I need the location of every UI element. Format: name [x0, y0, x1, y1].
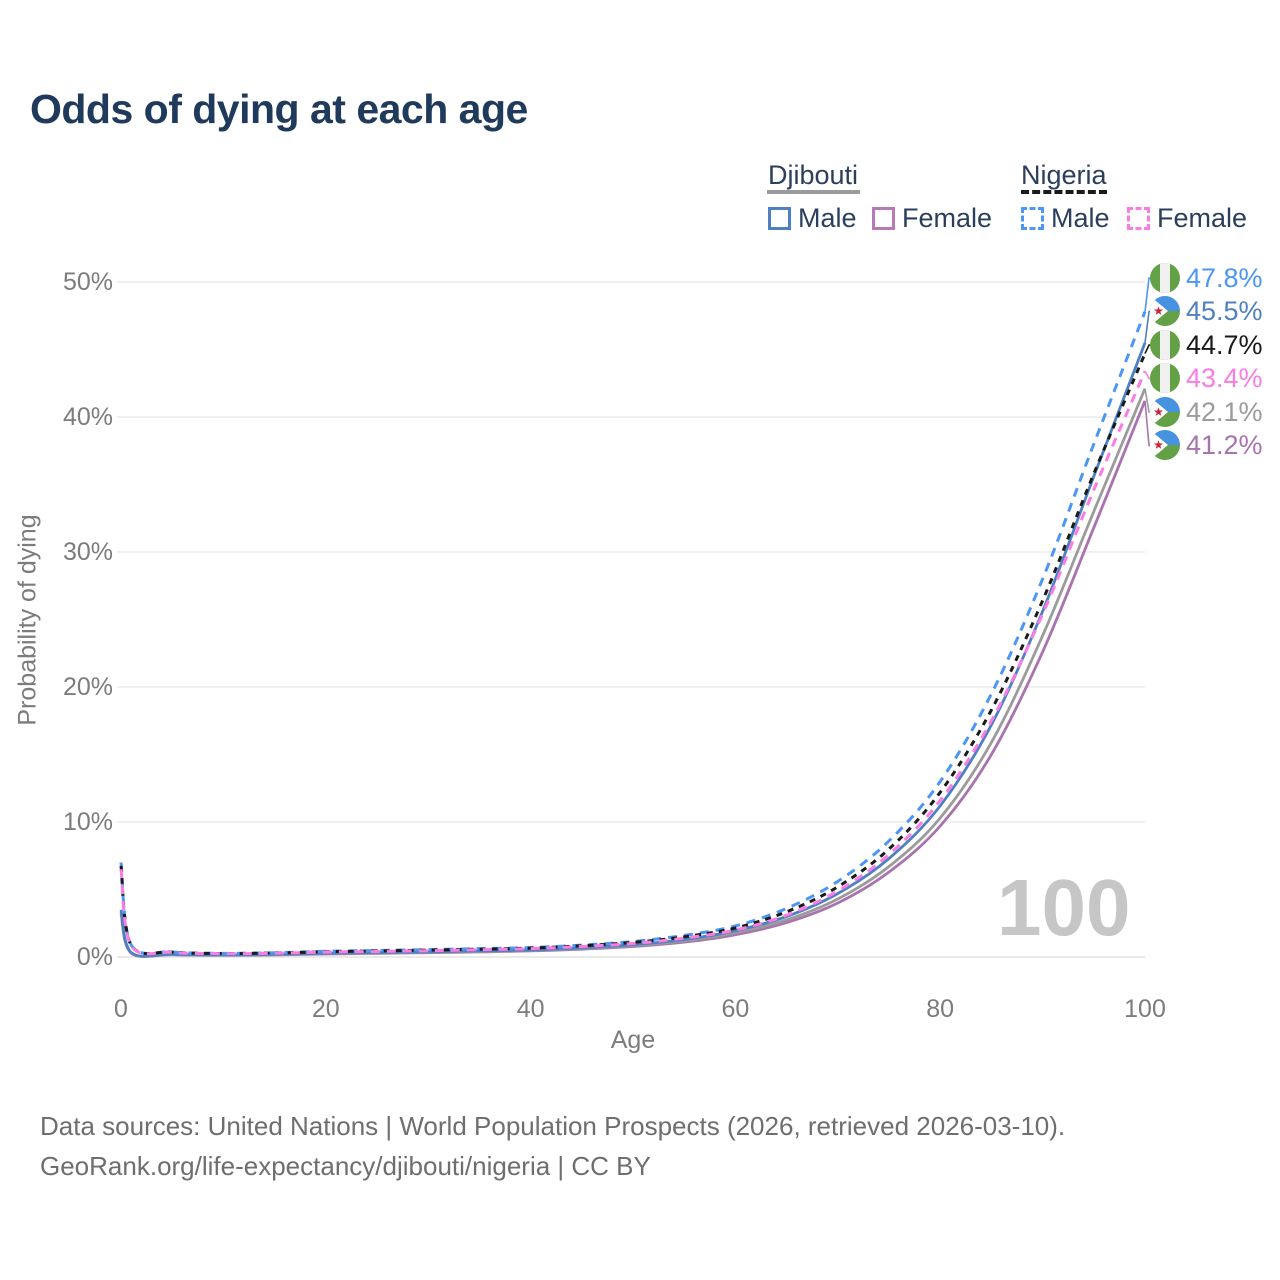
- legend-underline-djibouti: [767, 190, 860, 194]
- x-tick-60: 60: [721, 995, 750, 1023]
- y-axis-title: Probability of dying: [13, 514, 42, 726]
- series-line-nigeria-both-sexes[interactable]: [119, 352, 1147, 956]
- x-tick-0: 0: [114, 995, 128, 1023]
- djibouti-flag-icon: [1150, 397, 1180, 427]
- end-value: 45.5%: [1186, 295, 1263, 326]
- legend-group-djibouti: Djibouti: [768, 160, 859, 190]
- x-tick-100: 100: [1124, 995, 1166, 1023]
- legend-item-nigeria-female[interactable]: Female: [1127, 203, 1247, 233]
- x-tick-20: 20: [311, 995, 340, 1023]
- footer-line1: Data sources: United Nations | World Pop…: [40, 1111, 1066, 1141]
- legend-group-nigeria: Nigeria: [1021, 160, 1107, 190]
- end-label-djibouti-male: 45.5%: [1150, 296, 1263, 326]
- y-tick-40: 40%: [62, 403, 113, 431]
- end-value: 43.4%: [1186, 362, 1263, 393]
- end-value: 42.1%: [1186, 396, 1263, 427]
- djibouti-flag-icon: [1150, 430, 1180, 460]
- end-label-djibouti-both: 42.1%: [1150, 397, 1263, 427]
- age-watermark: 100: [997, 863, 1131, 952]
- data-source-note: Data sources: United Nations | World Pop…: [40, 1106, 1065, 1186]
- x-axis-title: Age: [610, 1026, 656, 1054]
- nigeria-female-swatch-icon: [1127, 206, 1150, 230]
- series-line-djibouti-both-sexes[interactable]: [119, 388, 1147, 958]
- x-tick-40: 40: [516, 995, 545, 1023]
- end-value: 41.2%: [1186, 429, 1263, 460]
- y-tick-10: 10%: [62, 808, 113, 836]
- y-tick-0: 0%: [76, 943, 113, 971]
- series-line-nigeria-female[interactable]: [119, 370, 1147, 956]
- end-value: 44.7%: [1186, 329, 1263, 360]
- series-line-nigeria-male[interactable]: [119, 311, 1147, 955]
- end-label-nigeria-male: 47.8%: [1150, 263, 1263, 293]
- legend-label: Female: [1157, 202, 1248, 233]
- series-line-djibouti-female[interactable]: [119, 400, 1147, 958]
- legend-underline-nigeria: [1021, 190, 1107, 194]
- y-tick-30: 30%: [62, 538, 113, 566]
- end-label-nigeria-both: 44.7%: [1150, 330, 1263, 360]
- end-label-nigeria-female: 43.4%: [1150, 363, 1263, 393]
- legend-label: Male: [798, 202, 857, 233]
- djibouti-flag-icon: [1150, 296, 1180, 326]
- nigeria-flag-icon: [1150, 330, 1180, 360]
- legend-item-djibouti-female[interactable]: Female: [872, 203, 992, 233]
- y-tick-50: 50%: [62, 268, 113, 296]
- nigeria-male-swatch-icon: [1021, 206, 1044, 230]
- y-tick-20: 20%: [62, 673, 113, 701]
- djibouti-male-swatch-icon: [768, 206, 791, 230]
- nigeria-flag-icon: [1150, 363, 1180, 393]
- end-value: 47.8%: [1186, 262, 1263, 293]
- series-line-djibouti-male[interactable]: [119, 342, 1147, 958]
- end-label-djibouti-female: 41.2%: [1150, 430, 1263, 460]
- footer-line2[interactable]: GeoRank.org/life-expectancy/djibouti/nig…: [40, 1151, 651, 1181]
- legend-label: Female: [902, 202, 993, 233]
- legend-item-djibouti-male[interactable]: Male: [768, 203, 857, 233]
- x-tick-80: 80: [926, 995, 955, 1023]
- legend-label: Male: [1051, 202, 1110, 233]
- djibouti-female-swatch-icon: [872, 206, 895, 230]
- nigeria-flag-icon: [1150, 263, 1180, 293]
- page-title: Odds of dying at each age: [30, 86, 528, 132]
- legend-item-nigeria-male[interactable]: Male: [1021, 203, 1110, 233]
